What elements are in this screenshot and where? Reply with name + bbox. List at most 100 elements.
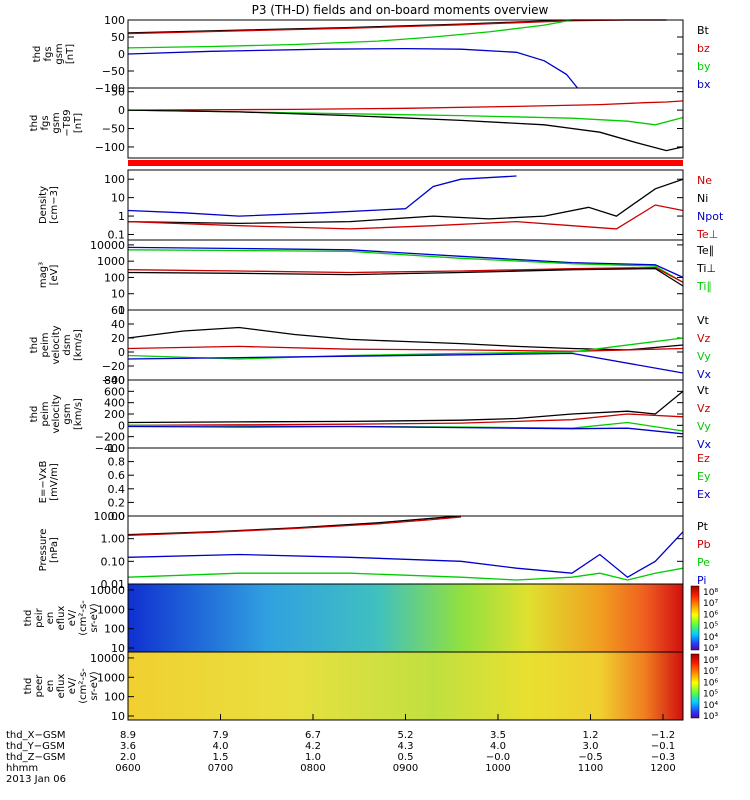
y-axis-label: −T89 bbox=[62, 109, 73, 136]
y-axis-label: (cm²-s- bbox=[78, 600, 89, 636]
colorbar-label: 10⁶ bbox=[703, 610, 718, 620]
series-line-by bbox=[127, 19, 573, 49]
y-axis-label: [nT] bbox=[65, 44, 76, 64]
y-axis-label: [mV/m] bbox=[49, 463, 60, 501]
y-axis-label: gsm bbox=[54, 43, 65, 64]
x-axis-value: 8.9 bbox=[120, 730, 136, 741]
x-axis-value: −0.3 bbox=[651, 752, 675, 763]
y-tick-label: 0 bbox=[118, 48, 125, 61]
series-line-Ti∥ bbox=[127, 249, 684, 283]
colorbar-label: 10⁵ bbox=[703, 690, 718, 700]
series-line-Te∥ bbox=[127, 267, 684, 287]
y-tick-label: −400 bbox=[95, 442, 125, 455]
y-tick-label: 1000 bbox=[97, 603, 125, 616]
series-line-Pi bbox=[127, 531, 684, 578]
y-axis-label: thd bbox=[29, 115, 40, 132]
y-tick-label: 1 bbox=[118, 304, 125, 317]
legend-by: by bbox=[697, 60, 711, 73]
y-tick-label: 200 bbox=[104, 408, 125, 421]
y-tick-label: −20 bbox=[102, 360, 125, 373]
legend-Vt: Vt bbox=[697, 314, 710, 327]
series-line-Vz bbox=[127, 345, 684, 352]
x-axis-value: 2.0 bbox=[120, 752, 136, 763]
legend-Pt: Pt bbox=[697, 520, 709, 533]
y-axis-label: fgs bbox=[43, 46, 54, 61]
x-axis-value: 0900 bbox=[393, 763, 418, 774]
series-line-dBx bbox=[127, 109, 684, 152]
x-axis-value: 1.5 bbox=[213, 752, 229, 763]
y-tick-label: 10000 bbox=[90, 584, 125, 597]
series-line-Pe bbox=[127, 567, 684, 581]
y-tick-label: 0 bbox=[118, 346, 125, 359]
y-tick-label: 400 bbox=[104, 397, 125, 410]
colorbar-label: 10⁸ bbox=[703, 588, 718, 598]
legend-bx: bx bbox=[697, 78, 711, 91]
series-line-Ne bbox=[127, 204, 684, 230]
y-axis-label: peer bbox=[34, 674, 45, 698]
y-axis-label: dsm bbox=[62, 334, 73, 355]
series-line-Vt bbox=[127, 326, 684, 351]
y-tick-label: −200 bbox=[95, 431, 125, 444]
legend-Ey: Ey bbox=[697, 470, 711, 483]
y-tick-label: 10 bbox=[111, 192, 125, 205]
y-axis-label: velocity bbox=[51, 325, 62, 364]
y-tick-label: 0.10 bbox=[101, 555, 126, 568]
y-axis-label: fgs bbox=[40, 115, 51, 130]
x-axis-value: 4.2 bbox=[305, 741, 321, 752]
y-axis-label: thd bbox=[29, 337, 40, 354]
y-tick-label: 100 bbox=[104, 691, 125, 704]
series-line-Npot bbox=[127, 175, 517, 217]
legend-Pb: Pb bbox=[697, 538, 711, 551]
legend-Vz: Vz bbox=[697, 402, 711, 415]
y-tick-label: 100 bbox=[104, 14, 125, 27]
chart-title: P3 (TH-D) fields and on-board moments ov… bbox=[252, 3, 549, 17]
series-line-Vx bbox=[127, 425, 684, 435]
x-axis-value: 1100 bbox=[578, 763, 603, 774]
x-axis-value: 0700 bbox=[208, 763, 233, 774]
x-axis-value: −0.1 bbox=[651, 741, 675, 752]
x-axis-value: 7.9 bbox=[213, 730, 229, 741]
x-axis-row-label: hhmm bbox=[6, 763, 38, 774]
y-tick-label: 10 bbox=[111, 710, 125, 723]
x-axis-value: 1000 bbox=[485, 763, 510, 774]
y-tick-label: 100 bbox=[104, 173, 125, 186]
series-line-Pt bbox=[127, 515, 462, 536]
x-axis-value: 5.2 bbox=[398, 730, 414, 741]
y-tick-label: 1000 bbox=[97, 671, 125, 684]
y-tick-label: −100 bbox=[95, 141, 125, 154]
colorbar-label: 10⁷ bbox=[703, 667, 718, 677]
y-tick-label: 50 bbox=[111, 86, 125, 99]
y-axis-label: E=−VxB bbox=[38, 461, 49, 504]
y-tick-label: 0.2 bbox=[108, 496, 126, 509]
y-axis-label: en bbox=[45, 680, 56, 693]
colorbar-label: 10³ bbox=[703, 712, 718, 722]
y-tick-label: 0 bbox=[118, 104, 125, 117]
y-tick-label: 0.4 bbox=[108, 483, 126, 496]
y-axis-label: [nT] bbox=[73, 113, 84, 133]
x-axis-row-label: thd_Z−GSM bbox=[6, 752, 66, 763]
y-axis-label: peim bbox=[40, 401, 51, 426]
y-tick-label: 0.8 bbox=[108, 456, 126, 469]
y-tick-label: −40 bbox=[102, 374, 125, 387]
y-axis-label: eV/ bbox=[67, 609, 78, 626]
legend-Vt: Vt bbox=[697, 384, 710, 397]
y-tick-label: 10 bbox=[111, 288, 125, 301]
colorbar-label: 10⁸ bbox=[703, 656, 718, 666]
y-tick-label: 0.0 bbox=[108, 510, 126, 523]
y-tick-label: −50 bbox=[102, 123, 125, 136]
colorbar-label: 10⁷ bbox=[703, 599, 718, 609]
x-axis-row-label: thd_X−GSM bbox=[6, 730, 66, 741]
y-axis-label: eflux bbox=[56, 606, 67, 631]
y-tick-label: 1.0 bbox=[108, 442, 126, 455]
y-axis-label: peim bbox=[40, 332, 51, 357]
y-axis-label: [km/s] bbox=[73, 398, 84, 430]
x-axis-row-label: 2013 Jan 06 bbox=[6, 774, 66, 785]
heatmap-peir bbox=[128, 584, 683, 652]
x-axis-value: 1.2 bbox=[583, 730, 599, 741]
series-line-Te⊥ bbox=[127, 266, 684, 283]
y-tick-label: 1000 bbox=[97, 255, 125, 268]
y-tick-label: 20 bbox=[111, 332, 125, 345]
x-axis-value: 4.0 bbox=[490, 741, 506, 752]
